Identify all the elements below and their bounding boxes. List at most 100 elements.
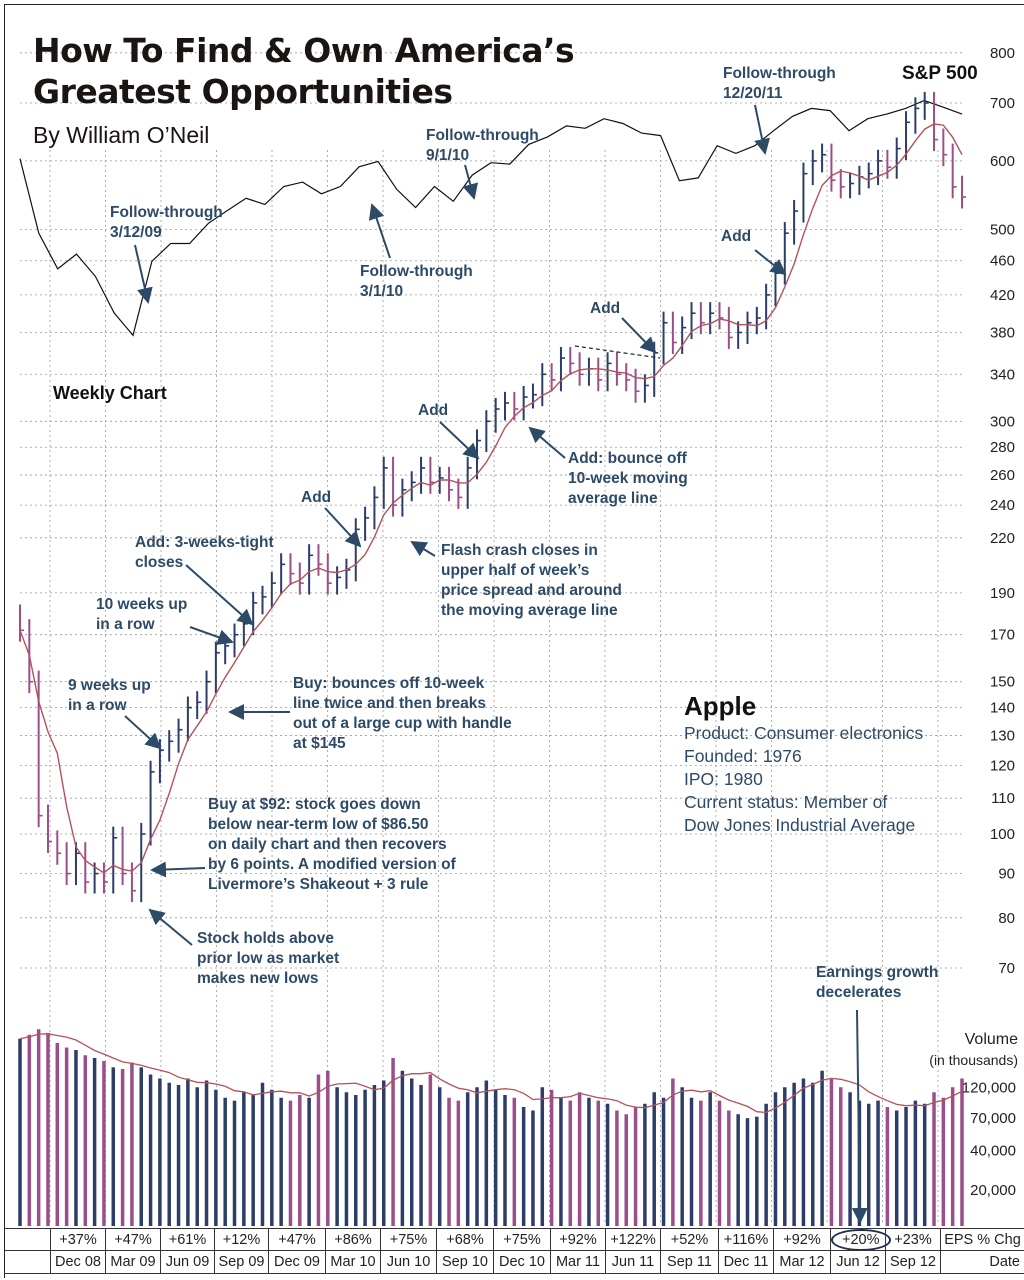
date-cell: Dec 09 (268, 1251, 325, 1273)
company-status: Current status: Member of (684, 792, 888, 812)
volume-tick-label: 40,000 (970, 1142, 1016, 1159)
price-tick-label: 800 (990, 45, 1015, 62)
volume-unit: (in thousands) (929, 1052, 1018, 1068)
price-tick-label: 100 (990, 826, 1015, 843)
volume-label: Volume (964, 1031, 1018, 1048)
price-tick-label: 110 (991, 790, 1015, 807)
company-status-2: Dow Jones Industrial Average (684, 815, 916, 835)
volume-average-line (19, 1033, 963, 1114)
annotation-arrow (754, 249, 787, 276)
eps-cell: +20% (830, 1229, 891, 1251)
annotation: Add: bounce off 10-week moving average l… (568, 450, 688, 507)
annotation: 9 weeks up in a row (68, 677, 151, 714)
price-tick-label: 120 (990, 758, 1015, 775)
price-tick-label: 420 (990, 287, 1015, 304)
annotation: Add (721, 228, 752, 245)
date-cell: Mar 12 (773, 1251, 830, 1273)
date-cell: Jun 11 (605, 1251, 660, 1273)
volume-tick-label: 70,000 (970, 1110, 1016, 1127)
annotation-arrow (185, 564, 254, 626)
date-cell: Dec 08 (50, 1251, 105, 1273)
trendline (574, 345, 661, 359)
annotation-arrow (189, 626, 234, 645)
price-tick-label: 280 (990, 439, 1015, 456)
annotation: Add (418, 402, 449, 419)
company-founded: Founded: 1976 (684, 746, 802, 766)
sp500-label: S&P 500 (902, 63, 978, 84)
annotation: Follow-through 3/1/10 (360, 263, 473, 300)
date-cell: Mar 11 (550, 1251, 605, 1273)
price-tick-label: 460 (990, 253, 1015, 270)
annotation-arrow (528, 426, 566, 459)
annotation: Flash crash closes in upper half of week… (441, 542, 622, 619)
date-cell: Jun 10 (380, 1251, 436, 1273)
annotation: Add (301, 489, 332, 506)
price-tick-label: 190 (990, 585, 1015, 602)
page-title: How To Find & Own America’s Greatest Opp… (33, 31, 575, 111)
eps-cell: +92% (773, 1229, 830, 1251)
eps-cell: +92% (550, 1229, 605, 1251)
price-tick-label: 80 (998, 910, 1015, 927)
price-tick-label: 600 (990, 153, 1015, 170)
eps-row: +37% +47% +61% +12% +47% +86% +75% +68% +75% +92%… (5, 1228, 1024, 1251)
price-tick-label: 150 (990, 674, 1015, 691)
eps-cell: +122% (605, 1229, 660, 1251)
date-cell: Dec 10 (493, 1251, 550, 1273)
date-cell: Sep 09 (214, 1251, 268, 1273)
annotation: Add: 3-weeks-tight closes (135, 534, 274, 571)
company-product: Product: Consumer electronics (684, 723, 924, 743)
annotation: Follow-through 9/1/10 (426, 127, 539, 164)
sp500-line (19, 99, 963, 337)
price-tick-label: 240 (990, 497, 1015, 514)
eps-cell: +47% (268, 1229, 325, 1251)
annotation: Follow-through 12/20/11 (723, 65, 836, 102)
price-tick-label: 170 (990, 627, 1015, 644)
price-tick-label: 260 (990, 467, 1015, 484)
date-cell: Sep 11 (660, 1251, 718, 1273)
annotation-arrow (439, 421, 480, 460)
price-tick-label: 140 (990, 700, 1015, 717)
annotation-arrow (621, 317, 657, 354)
byline: By William O’Neil (33, 122, 210, 148)
annotation-arrow (324, 507, 362, 548)
volume-tick-label: 120,000 (962, 1079, 1016, 1096)
date-cell: Sep 12 (885, 1251, 940, 1273)
company-ipo: IPO: 1980 (684, 769, 763, 789)
price-tick-label: 300 (990, 413, 1015, 430)
date-label: Date (940, 1251, 1024, 1273)
price-tick-label: 700 (990, 95, 1015, 112)
price-tick-label: 500 (990, 221, 1015, 238)
annotation-arrow (124, 715, 162, 750)
annotation: Add (590, 300, 621, 317)
price-tick-label: 380 (990, 324, 1015, 341)
eps-cell: +47% (105, 1229, 160, 1251)
date-cell: Mar 09 (105, 1251, 160, 1273)
annotation-arrow (754, 104, 770, 155)
annotation-arrow (410, 540, 436, 557)
annotation-arrow (851, 1009, 868, 1224)
date-cell: Mar 10 (325, 1251, 380, 1273)
annotation-arrow (148, 908, 193, 946)
annotation-arrow (462, 164, 479, 200)
moving-average-line (19, 123, 963, 874)
date-cell: Sep 10 (436, 1251, 493, 1273)
eps-cell: +75% (493, 1229, 550, 1251)
annotation-arrow (368, 203, 391, 259)
eps-cell: +75% (380, 1229, 436, 1251)
annotation: 10 weeks up in a row (96, 596, 188, 633)
annotation: Follow-through 3/12/09 (110, 204, 223, 241)
page-frame (4, 4, 1024, 1278)
highlight-circle: +20% (831, 1229, 891, 1251)
price-tick-label: 130 (990, 727, 1015, 744)
eps-cell: +61% (160, 1229, 214, 1251)
date-cell: Dec 11 (718, 1251, 773, 1273)
annotation: Earnings growth decelerates (816, 964, 939, 1001)
company-name: Apple (684, 691, 757, 721)
annotation-arrow (150, 861, 206, 878)
annotation: Buy: bounces off 10-week line twice and … (293, 675, 512, 752)
price-tick-label: 90 (998, 866, 1015, 883)
eps-label: EPS % Chg (940, 1229, 1024, 1251)
date-cell: Jun 09 (160, 1251, 214, 1273)
eps-cell: +52% (660, 1229, 718, 1251)
